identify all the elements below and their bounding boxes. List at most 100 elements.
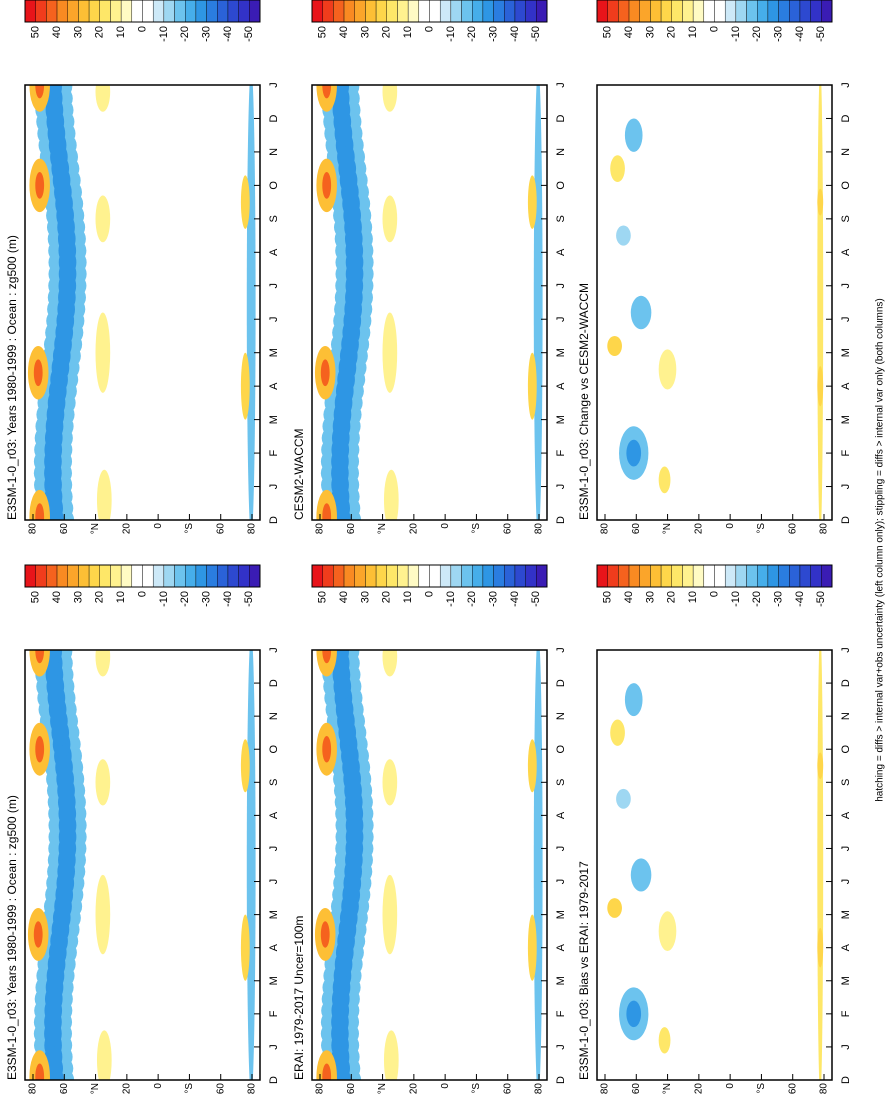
contours <box>27 650 256 1080</box>
colorbar-label: -40 <box>794 591 806 607</box>
colorbar-swatch <box>56 0 68 23</box>
colorbar-swatch <box>131 0 143 23</box>
y-tick-label: 80 <box>534 1083 545 1095</box>
contour-fill <box>527 914 537 981</box>
colorbar-label: -20 <box>179 26 191 42</box>
colorbar-swatch <box>185 0 197 23</box>
x-tick-label: A <box>268 811 280 819</box>
colorbar-label: 30 <box>644 26 656 38</box>
colorbar-label: -40 <box>222 591 234 607</box>
contour-fill <box>95 85 111 112</box>
contour-fill <box>616 225 631 246</box>
y-tick-label: 0 <box>725 523 736 529</box>
x-tick-label: S <box>555 779 567 786</box>
colorbar-label: -30 <box>772 26 784 42</box>
y-tick-label: °S <box>184 1083 195 1094</box>
colorbar-label: -10 <box>158 591 170 607</box>
y-tick-label: 0 <box>440 1083 451 1089</box>
colorbar-label: 10 <box>115 591 127 603</box>
contour-fill <box>35 1063 45 1080</box>
colorbar-swatch <box>206 564 218 588</box>
x-tick-label: D <box>840 1076 852 1084</box>
contours <box>607 85 824 520</box>
y-tick-label: °N <box>377 523 388 534</box>
colorbar-swatch <box>311 0 323 23</box>
x-tick-label: M <box>268 976 280 985</box>
colorbar-label: 20 <box>381 591 393 603</box>
colorbar-swatch <box>525 564 537 588</box>
colorbar-swatch <box>493 0 505 23</box>
x-tick-label: F <box>268 1010 280 1017</box>
colorbar-swatch <box>735 0 747 23</box>
colorbar-label: -10 <box>445 26 457 42</box>
colorbar-swatch <box>714 564 726 588</box>
colorbar-swatch <box>628 0 640 23</box>
colorbar-swatch <box>343 564 355 588</box>
x-tick-label: A <box>555 811 567 819</box>
x-tick-label: J <box>555 846 567 852</box>
x-tick-label: D <box>268 679 280 687</box>
x-tick-label: J <box>840 879 852 885</box>
x-tick-label: J <box>268 283 280 289</box>
contour-fill <box>658 466 671 494</box>
y-tick-label: 80 <box>819 1083 830 1095</box>
contour-fill <box>817 927 824 968</box>
colorbar-swatch <box>607 564 619 588</box>
colorbar-swatch <box>238 564 250 588</box>
colorbar-swatch <box>682 564 694 588</box>
colorbar-swatch <box>88 564 100 588</box>
colorbar-swatch <box>514 0 526 23</box>
colorbar-swatch <box>596 0 608 23</box>
contour-fill <box>322 172 332 199</box>
colorbar-swatch <box>142 0 154 23</box>
colorbar-label: -30 <box>772 591 784 607</box>
colorbar-swatch <box>195 564 207 588</box>
colorbar-swatch <box>429 564 441 588</box>
x-tick-label: O <box>268 181 280 190</box>
colorbar-swatch <box>195 0 207 23</box>
colorbar-swatch <box>472 0 484 23</box>
y-tick-label: °S <box>471 1083 482 1094</box>
contour-fill <box>35 172 45 199</box>
colorbar-swatch <box>56 564 68 588</box>
panel-title: E3SM-1-0_r03: Years 1980-1999 : Ocean : … <box>5 795 19 1080</box>
colorbar-swatch <box>482 564 494 588</box>
contour-fill <box>383 1030 399 1080</box>
y-tick-label: 60 <box>215 523 226 535</box>
x-tick-label: M <box>268 348 280 357</box>
colorbar-label: 40 <box>338 26 350 38</box>
colorbar-swatch <box>461 564 473 588</box>
colorbar-swatch <box>682 0 694 23</box>
contour-fill <box>322 736 332 763</box>
colorbar-swatch <box>311 564 323 588</box>
colorbar-swatch <box>365 0 377 23</box>
colorbar-swatch <box>504 564 516 588</box>
y-tick-label: 80 <box>315 523 326 535</box>
contour-fill <box>240 914 250 981</box>
contour-fill <box>240 739 250 793</box>
x-tick-label: N <box>555 712 567 720</box>
colorbar-label: -40 <box>509 26 521 42</box>
colorbar-swatch <box>628 564 640 588</box>
colorbar-swatch <box>120 0 133 23</box>
y-tick-label: 0 <box>440 523 451 529</box>
contours <box>607 650 824 1080</box>
colorbar-frame <box>311 564 548 588</box>
colorbar-swatch <box>767 0 779 23</box>
y-tick-label: 60 <box>59 1083 70 1095</box>
colorbar-label: 20 <box>381 26 393 38</box>
y-tick-label: 60 <box>59 523 70 535</box>
colorbar-swatch <box>618 564 630 588</box>
colorbar-frame <box>596 0 833 23</box>
x-tick-label: J <box>555 879 567 885</box>
x-tick-label: J <box>840 647 852 653</box>
x-tick-label: S <box>840 779 852 786</box>
colorbar-swatch <box>757 564 769 588</box>
contour-fill <box>630 295 652 330</box>
colorbar-label: 20 <box>94 26 106 38</box>
colorbar-label: 30 <box>359 591 371 603</box>
contour-fill <box>382 85 398 112</box>
contour-fill <box>95 312 111 393</box>
colorbar-swatch <box>482 0 494 23</box>
contour-fill <box>817 85 824 520</box>
